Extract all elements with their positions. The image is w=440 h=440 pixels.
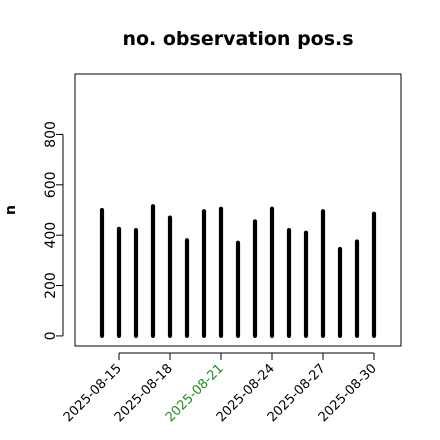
y-tick-label: 400: [43, 222, 59, 249]
y-tick-label: 600: [43, 171, 59, 198]
y-axis: 0 200 400 600 800: [43, 121, 64, 340]
x-axis: 2025-08-152025-08-182025-08-212025-08-24…: [61, 352, 380, 425]
plot-area-frame: [74, 73, 402, 347]
y-tick-label: 0: [43, 331, 59, 340]
y-axis-label: n: [3, 205, 19, 215]
bars-group: [99, 204, 377, 339]
y-tick-label: 800: [43, 121, 59, 148]
y-tick-label: 200: [43, 272, 59, 299]
chart-title: no. observation pos.s: [122, 28, 353, 50]
